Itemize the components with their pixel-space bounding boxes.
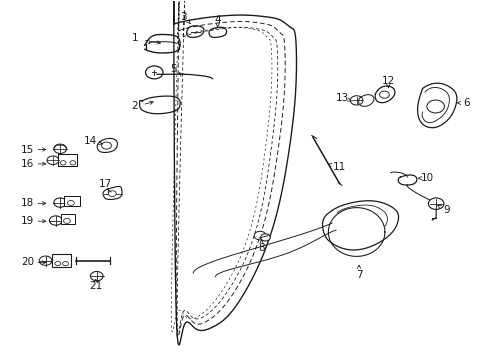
Text: 2: 2 xyxy=(131,102,138,112)
Text: 15: 15 xyxy=(21,144,34,154)
Circle shape xyxy=(90,271,103,281)
Text: 9: 9 xyxy=(443,206,449,216)
Text: 21: 21 xyxy=(89,281,102,291)
FancyBboxPatch shape xyxy=(64,196,80,206)
Circle shape xyxy=(62,261,68,266)
Circle shape xyxy=(60,161,66,165)
Circle shape xyxy=(426,100,444,113)
Text: 5: 5 xyxy=(170,64,177,74)
Circle shape xyxy=(67,201,74,206)
Circle shape xyxy=(145,66,163,79)
Circle shape xyxy=(70,161,76,165)
Circle shape xyxy=(39,256,52,265)
Text: 10: 10 xyxy=(420,173,433,183)
Text: 4: 4 xyxy=(214,15,221,26)
Circle shape xyxy=(102,142,111,149)
Circle shape xyxy=(379,91,388,98)
Text: 11: 11 xyxy=(332,162,346,172)
FancyBboxPatch shape xyxy=(61,215,75,224)
Circle shape xyxy=(260,234,270,241)
Circle shape xyxy=(49,216,62,225)
Text: 17: 17 xyxy=(99,179,112,189)
Text: 3: 3 xyxy=(180,12,186,22)
Circle shape xyxy=(63,219,70,224)
Circle shape xyxy=(427,198,443,210)
Text: 19: 19 xyxy=(21,216,34,226)
Text: 12: 12 xyxy=(381,76,394,86)
Text: 13: 13 xyxy=(335,93,348,103)
Text: 8: 8 xyxy=(258,243,264,253)
Text: 6: 6 xyxy=(462,98,468,108)
Circle shape xyxy=(349,96,362,105)
Circle shape xyxy=(54,198,66,207)
Circle shape xyxy=(108,191,116,197)
Circle shape xyxy=(55,261,61,266)
Text: 14: 14 xyxy=(84,136,97,145)
FancyBboxPatch shape xyxy=(58,154,77,166)
Text: 16: 16 xyxy=(21,159,34,169)
Circle shape xyxy=(254,231,265,240)
FancyBboxPatch shape xyxy=(52,254,71,267)
Text: 7: 7 xyxy=(355,270,362,280)
Text: 18: 18 xyxy=(21,198,34,208)
Circle shape xyxy=(54,144,66,153)
Circle shape xyxy=(47,156,59,165)
Text: 20: 20 xyxy=(21,257,34,267)
Text: 1: 1 xyxy=(131,33,138,43)
